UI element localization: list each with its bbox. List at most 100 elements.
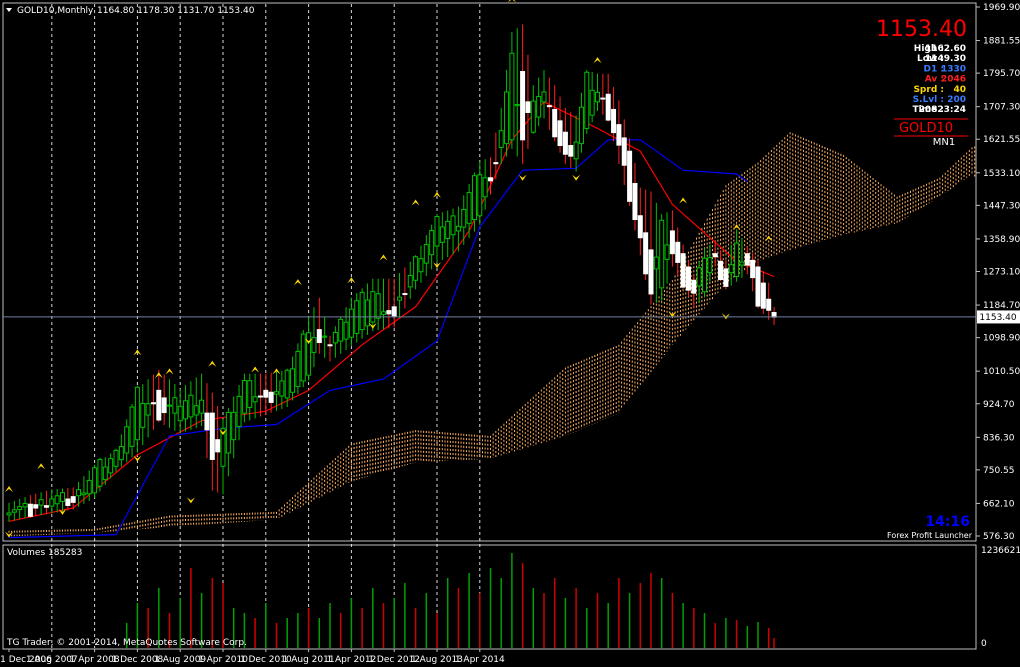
candle-body [744, 253, 750, 266]
candle [685, 259, 691, 297]
candle [509, 32, 515, 149]
candle [669, 210, 675, 267]
candle-body [150, 402, 156, 405]
candle-body [145, 403, 151, 416]
candle [332, 326, 338, 358]
fractal-down-icon [572, 174, 581, 181]
candle [702, 248, 707, 297]
candle [150, 374, 156, 430]
candle [632, 162, 638, 231]
candle-body [445, 220, 451, 240]
candle [183, 385, 189, 432]
candle-body [771, 312, 777, 318]
info-row-value: 40 [953, 85, 966, 95]
candle [546, 77, 552, 130]
candle-body [397, 296, 403, 301]
symbol-name: GOLD10 [899, 121, 953, 136]
candle [562, 107, 568, 165]
fractal-up-icon [154, 372, 163, 379]
candle [231, 396, 237, 459]
candle-body [241, 379, 247, 414]
candle-body [76, 489, 82, 497]
candlesticks[interactable] [6, 24, 777, 522]
candle-body [605, 93, 611, 121]
candle [70, 487, 76, 510]
symbol-title: GOLD10,Monthly [17, 6, 94, 16]
candle-body [343, 321, 349, 340]
candle [648, 191, 654, 305]
candle-body [455, 225, 461, 232]
candle-body [177, 405, 183, 422]
candle-body [680, 253, 686, 288]
candle-body [156, 389, 162, 421]
price-tick-label: 1795.70 [983, 69, 1020, 79]
price-tick-label: 1010.50 [983, 367, 1020, 377]
fractal-up-icon [5, 486, 13, 493]
candle [140, 384, 146, 446]
candle [257, 373, 263, 417]
info-row-value: 200 [947, 95, 966, 105]
candle-body [407, 275, 413, 288]
candle-body [199, 399, 205, 414]
candle-body [504, 91, 510, 145]
candle [605, 73, 611, 122]
candle-body [386, 310, 392, 315]
candle-body [493, 162, 499, 165]
vertical-grid [51, 4, 481, 648]
candle [81, 476, 87, 504]
candle-body [124, 426, 130, 454]
candle [766, 282, 772, 320]
fractal-up-icon [293, 279, 302, 286]
candle [691, 274, 697, 309]
candle-body [364, 299, 370, 327]
time-tick-label: 1 Dec 2012 [368, 655, 420, 665]
candle-body [204, 412, 210, 431]
candle [156, 369, 162, 423]
candle [455, 206, 461, 252]
candle [220, 419, 226, 495]
candle [124, 419, 130, 463]
candle-body [552, 108, 558, 138]
candle-body [54, 495, 60, 505]
price-tick-label: 576.30 [983, 532, 1015, 542]
time-tick-label: 1 Apr 2008 [70, 655, 120, 665]
candle-body [274, 391, 279, 395]
triangle-down-icon[interactable] [6, 8, 12, 12]
candle [734, 229, 740, 282]
candle-body [252, 396, 258, 403]
candle-body [359, 291, 365, 331]
candle [637, 187, 643, 256]
fractal-up-icon [433, 191, 441, 198]
candle-body [637, 215, 643, 239]
candle-body [525, 101, 531, 113]
candle [86, 470, 92, 502]
candle [675, 227, 681, 277]
candle-body [172, 397, 178, 414]
fractal-down-icon [433, 262, 441, 269]
candle-body [600, 97, 606, 100]
time-tick-label: 1 Aug 2009 [154, 655, 206, 665]
candle [536, 77, 542, 127]
candle [750, 253, 756, 292]
copyright-label: TG Trader, © 2001-2014, MetaQuotes Softw… [6, 638, 247, 648]
candle [573, 115, 579, 172]
candle [97, 457, 103, 492]
candle [108, 453, 114, 479]
candle [161, 374, 167, 426]
ohlc-header: 1164.80 1178.30 1131.70 1153.40 [97, 6, 255, 16]
candle-body [568, 145, 574, 157]
candle-body [65, 498, 71, 506]
fractal-up-icon [251, 366, 260, 373]
candle-body [669, 230, 675, 255]
candle-body [247, 380, 253, 408]
candle-body [530, 100, 536, 133]
tenkan-line [8, 101, 775, 522]
candle-body [140, 402, 146, 428]
candle [504, 69, 510, 157]
candle [134, 385, 140, 453]
candle [279, 370, 285, 409]
candle-body [113, 449, 119, 467]
candle-body [685, 266, 691, 291]
candle-body [118, 446, 124, 461]
